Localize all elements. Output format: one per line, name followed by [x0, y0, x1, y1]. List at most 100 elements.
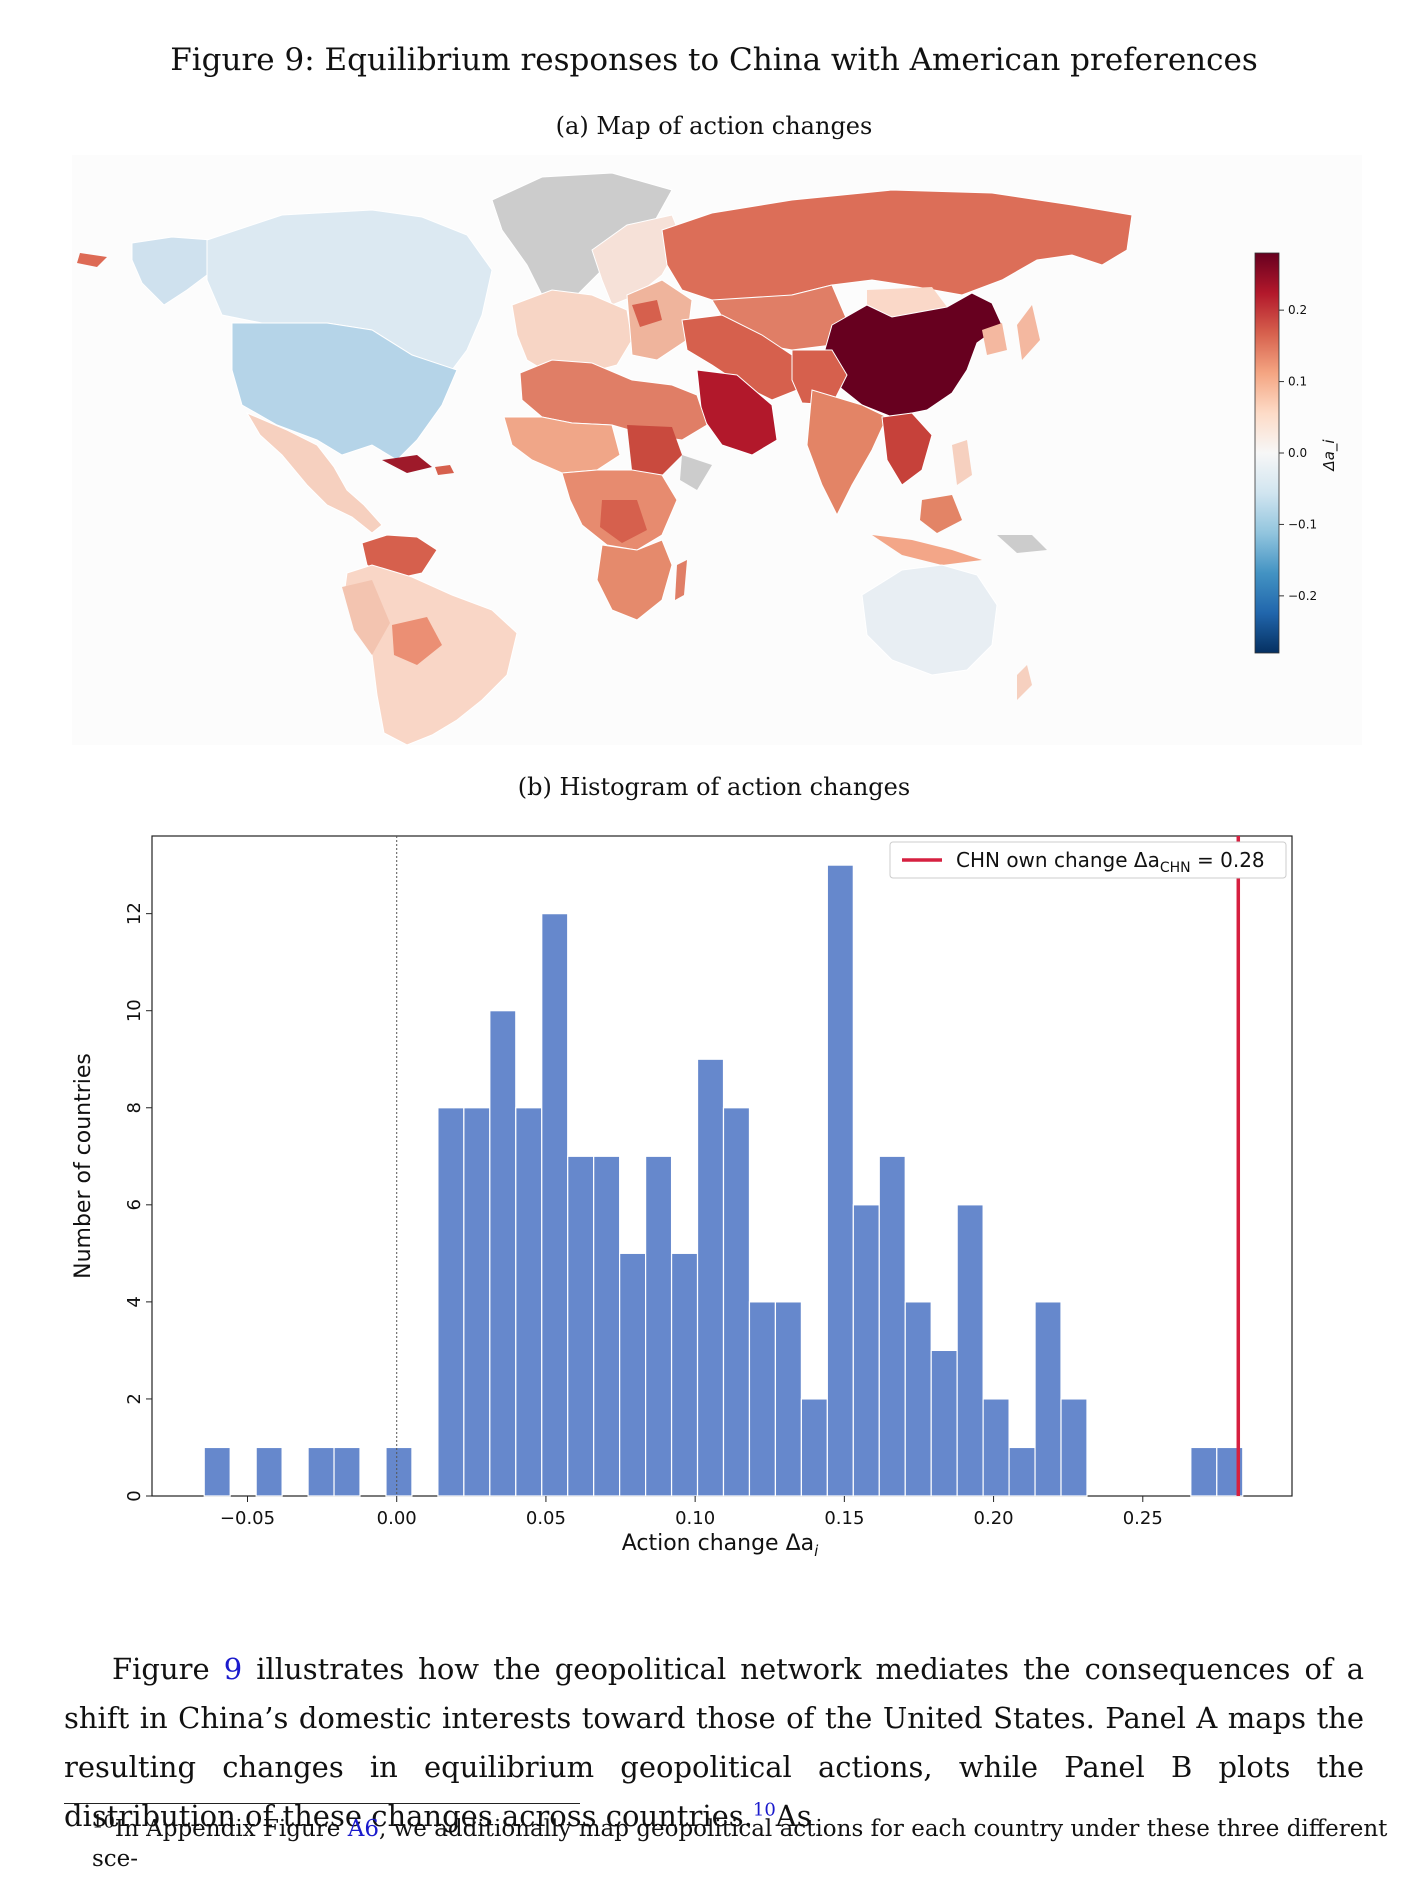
histogram-bar: [255, 1446, 283, 1497]
china-shape: [821, 292, 1003, 418]
caribbean-shape: [435, 465, 454, 475]
new-guinea-shape: [997, 535, 1047, 553]
legend-box: [889, 841, 1287, 879]
histogram-bar: [593, 1155, 621, 1497]
world-map: 0.2 0.1 0.0 −0.1 −0.2 Δa_i: [72, 155, 1362, 745]
y-axis-ticks: 0 2 4 6 8 10 12: [124, 902, 152, 1502]
colorbar-tick-label: 0.2: [1288, 303, 1307, 317]
borneo-shape: [920, 495, 962, 533]
colorbar-tick-label: 0.1: [1288, 375, 1307, 389]
x-tick-label: 0.25: [1123, 1508, 1163, 1529]
histogram-bar: [982, 1398, 1010, 1497]
x-axis-label: Action change Δai: [622, 1531, 819, 1560]
y-tick-label: 4: [124, 1296, 145, 1307]
y-tick-label: 0: [124, 1490, 145, 1501]
cuba-shape: [382, 455, 432, 473]
histogram-bar: [774, 1301, 802, 1497]
madagascar-shape: [675, 560, 687, 600]
horn-of-africa-shape: [680, 455, 712, 490]
histogram-bar: [645, 1155, 673, 1497]
histogram-bar: [722, 1107, 751, 1497]
philippines-shape: [952, 440, 972, 485]
histogram-bar: [696, 1058, 725, 1497]
drc-shape: [600, 500, 647, 543]
histogram-bar: [619, 1252, 647, 1497]
x-tick-label: −0.05: [220, 1508, 275, 1529]
histogram-bar: [956, 1204, 984, 1497]
sudan-shape: [627, 425, 682, 475]
alaska-shape: [131, 236, 213, 306]
canada-shape: [206, 209, 493, 371]
southern-africa-shape: [596, 539, 673, 621]
india-shape: [806, 389, 888, 517]
mongolia-shape: [867, 287, 947, 317]
histogram-bar: [904, 1301, 932, 1497]
alaska-tip-shape: [77, 253, 107, 267]
histogram-chart: −0.05 0.00 0.05 0.10 0.15 0.20 0.25 024681012 …: [71, 835, 1293, 1560]
footnote-ref-link[interactable]: 10: [752, 1799, 776, 1821]
histogram-bar: [1008, 1446, 1036, 1497]
west-africa-shape: [503, 416, 621, 474]
colorbar-ticks: 0.2 0.1 0.0 −0.1 −0.2: [1279, 303, 1317, 603]
new-zealand-shape: [1017, 665, 1032, 700]
footnote: 10In Appendix Figure A6, we additionally…: [92, 1811, 1388, 1872]
colorbar-tick-label: −0.1: [1288, 517, 1317, 531]
histogram-bar: [1190, 1446, 1218, 1497]
histogram-bar: [852, 1204, 880, 1497]
histogram-bar: [437, 1107, 465, 1497]
histogram-bar: [1060, 1398, 1088, 1497]
colorbar-label: Δa_i: [1320, 439, 1339, 472]
y-tick-label: 6: [124, 1199, 145, 1210]
figure-title: Figure 9: Equilibrium responses to China…: [170, 42, 1258, 78]
histogram-bars: [203, 864, 1244, 1497]
body-paragraph: Figure 9 illustrates how the geopolitica…: [64, 1652, 1364, 1833]
legend-label: CHN own change ΔaCHN = 0.28: [956, 848, 1265, 876]
x-tick-label: 0.00: [377, 1508, 417, 1529]
y-tick-label: 10: [124, 999, 145, 1022]
x-tick-label: 0.20: [974, 1508, 1014, 1529]
y-tick-label: 12: [124, 902, 145, 925]
histogram-bar: [670, 1252, 699, 1497]
histogram-bar: [1034, 1301, 1062, 1497]
y-tick-label: 8: [124, 1102, 145, 1113]
x-tick-label: 0.10: [675, 1508, 715, 1529]
scandinavia-shape: [591, 214, 683, 306]
bolivia-shape: [392, 617, 442, 665]
indonesia-shape: [872, 535, 982, 565]
histogram-bar: [203, 1446, 231, 1497]
histogram-bar: [307, 1446, 335, 1497]
western-europe-shape: [511, 289, 633, 376]
histogram-bar: [515, 1107, 543, 1497]
y-tick-label: 2: [124, 1393, 145, 1404]
footnote-mark: 10: [92, 1811, 115, 1833]
legend: CHN own change ΔaCHN = 0.28: [889, 841, 1287, 879]
footnote-rule: [64, 1803, 580, 1804]
mexico-shape: [245, 411, 383, 534]
australia-shape: [861, 564, 998, 676]
colorbar-tick-label: 0.0: [1288, 446, 1307, 460]
histogram-bar: [489, 1010, 517, 1497]
figure-ref-link[interactable]: 9: [223, 1652, 243, 1686]
panel-b-title: (b) Histogram of action changes: [517, 773, 911, 801]
colorbar: [1254, 252, 1280, 654]
histogram-bar: [800, 1398, 828, 1497]
turkey-iran-shape: [681, 314, 798, 401]
peru-shape: [342, 580, 390, 655]
histogram-bar: [333, 1446, 361, 1497]
histogram-bar: [385, 1446, 413, 1497]
x-tick-label: 0.15: [824, 1508, 864, 1529]
x-tick-label: 0.05: [526, 1508, 566, 1529]
panel-a-title: (a) Map of action changes: [555, 112, 873, 140]
histogram-bar: [541, 913, 569, 1497]
y-axis-label: Number of countries: [71, 1053, 96, 1279]
histogram-bar: [748, 1301, 777, 1497]
southeast-asia-shape: [881, 412, 933, 486]
ukraine-shape: [632, 300, 662, 327]
histogram-bar: [567, 1155, 595, 1497]
histogram-bar: [930, 1349, 958, 1497]
korea-japan-shape: [982, 305, 1040, 360]
histogram-bar: [826, 864, 854, 1497]
histogram-bar: [878, 1155, 906, 1497]
histogram-bar: [463, 1107, 491, 1497]
appendix-ref-link[interactable]: A6: [347, 1816, 379, 1842]
